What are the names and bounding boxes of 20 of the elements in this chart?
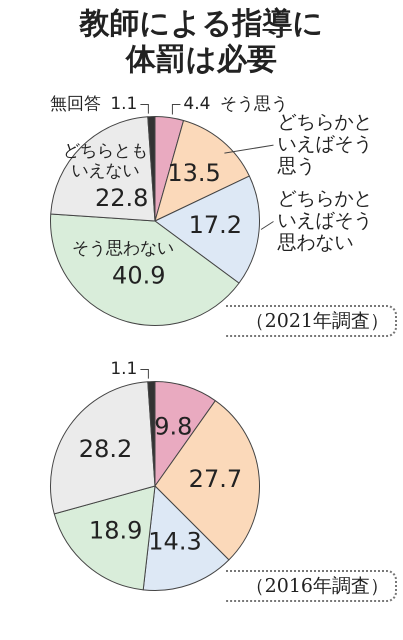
text: （2021年調査） <box>226 305 397 337</box>
data-label: 9.8 <box>154 412 192 440</box>
data-label: 14.3 <box>148 527 202 556</box>
slice-label: そう思わない <box>72 238 174 259</box>
slice-label: そう思う <box>220 94 288 114</box>
data-label: 40.9 <box>112 261 166 290</box>
data-label: 17.2 <box>188 211 242 240</box>
data-label: 13.5 <box>167 158 221 187</box>
slice-label: 無回答 <box>50 94 101 114</box>
data-label: 27.7 <box>188 465 242 494</box>
data-label: 28.2 <box>78 435 132 464</box>
data-label: 18.9 <box>88 516 142 544</box>
text: （2016年調査） <box>226 570 397 602</box>
data-label: 4.4 <box>183 94 210 114</box>
slice-label: どちらかといえばそう思わない <box>276 187 372 254</box>
chart-title: 教師による指導に体罰は必要 <box>78 6 324 78</box>
slice-label: どちらかといえばそう思う <box>276 111 372 178</box>
data-label: 1.1 <box>110 94 138 114</box>
data-label: 22.8 <box>95 184 148 212</box>
data-label: 1.1 <box>110 358 138 379</box>
